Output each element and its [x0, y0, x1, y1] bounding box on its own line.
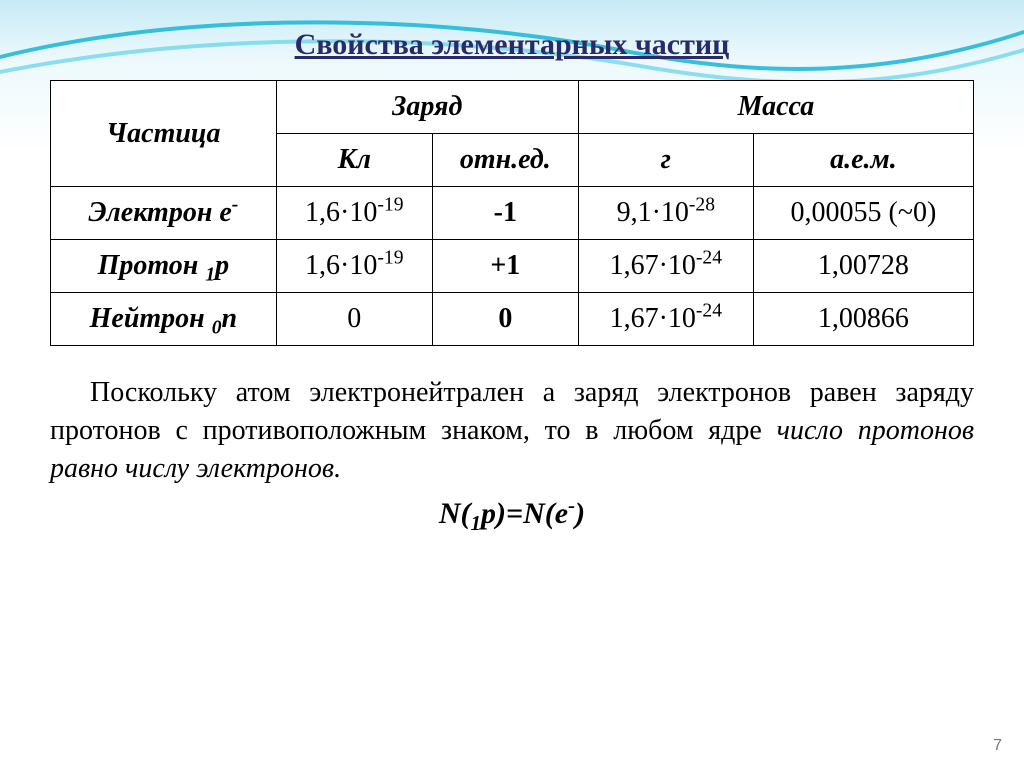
col-mass-aem: а.е.м. [753, 134, 973, 187]
slide-title: Свойства элементарных частиц [50, 28, 974, 62]
cell-rel: 0 [432, 293, 578, 346]
cell-g: 9,1·10-28 [578, 187, 753, 240]
cell-aem: 1,00728 [753, 240, 973, 293]
cell-kl: 1,6·10-19 [276, 187, 432, 240]
formula: N(1p)=N(e-) [50, 497, 974, 531]
cell-rel: -1 [432, 187, 578, 240]
col-mass: Масса [578, 81, 973, 134]
table-row: Электрон е- 1,6·10-19 -1 9,1·10-28 0,000… [51, 187, 974, 240]
cell-aem: 1,00866 [753, 293, 973, 346]
table-row: Нейтрон 0n 0 0 1,67·10-24 1,00866 [51, 293, 974, 346]
cell-aem: 0,00055 (~0) [753, 187, 973, 240]
cell-name: Протон 1р [51, 240, 277, 293]
cell-name: Электрон е- [51, 187, 277, 240]
col-mass-g: г [578, 134, 753, 187]
cell-rel: +1 [432, 240, 578, 293]
body-paragraph: Поскольку атом электронейтрален а заряд … [50, 374, 974, 487]
table-row: Протон 1р 1,6·10-19 +1 1,67·10-24 1,0072… [51, 240, 974, 293]
cell-kl: 1,6·10-19 [276, 240, 432, 293]
col-charge: Заряд [276, 81, 578, 134]
col-charge-rel: отн.ед. [432, 134, 578, 187]
cell-name: Нейтрон 0n [51, 293, 277, 346]
cell-g: 1,67·10-24 [578, 293, 753, 346]
cell-g: 1,67·10-24 [578, 240, 753, 293]
particles-table: Частица Заряд Масса Кл отн.ед. г а.е.м. … [50, 80, 974, 346]
col-charge-kl: Кл [276, 134, 432, 187]
col-particle: Частица [51, 81, 277, 187]
cell-kl: 0 [276, 293, 432, 346]
page-number: 7 [993, 737, 1002, 755]
table-header-row-1: Частица Заряд Масса [51, 81, 974, 134]
